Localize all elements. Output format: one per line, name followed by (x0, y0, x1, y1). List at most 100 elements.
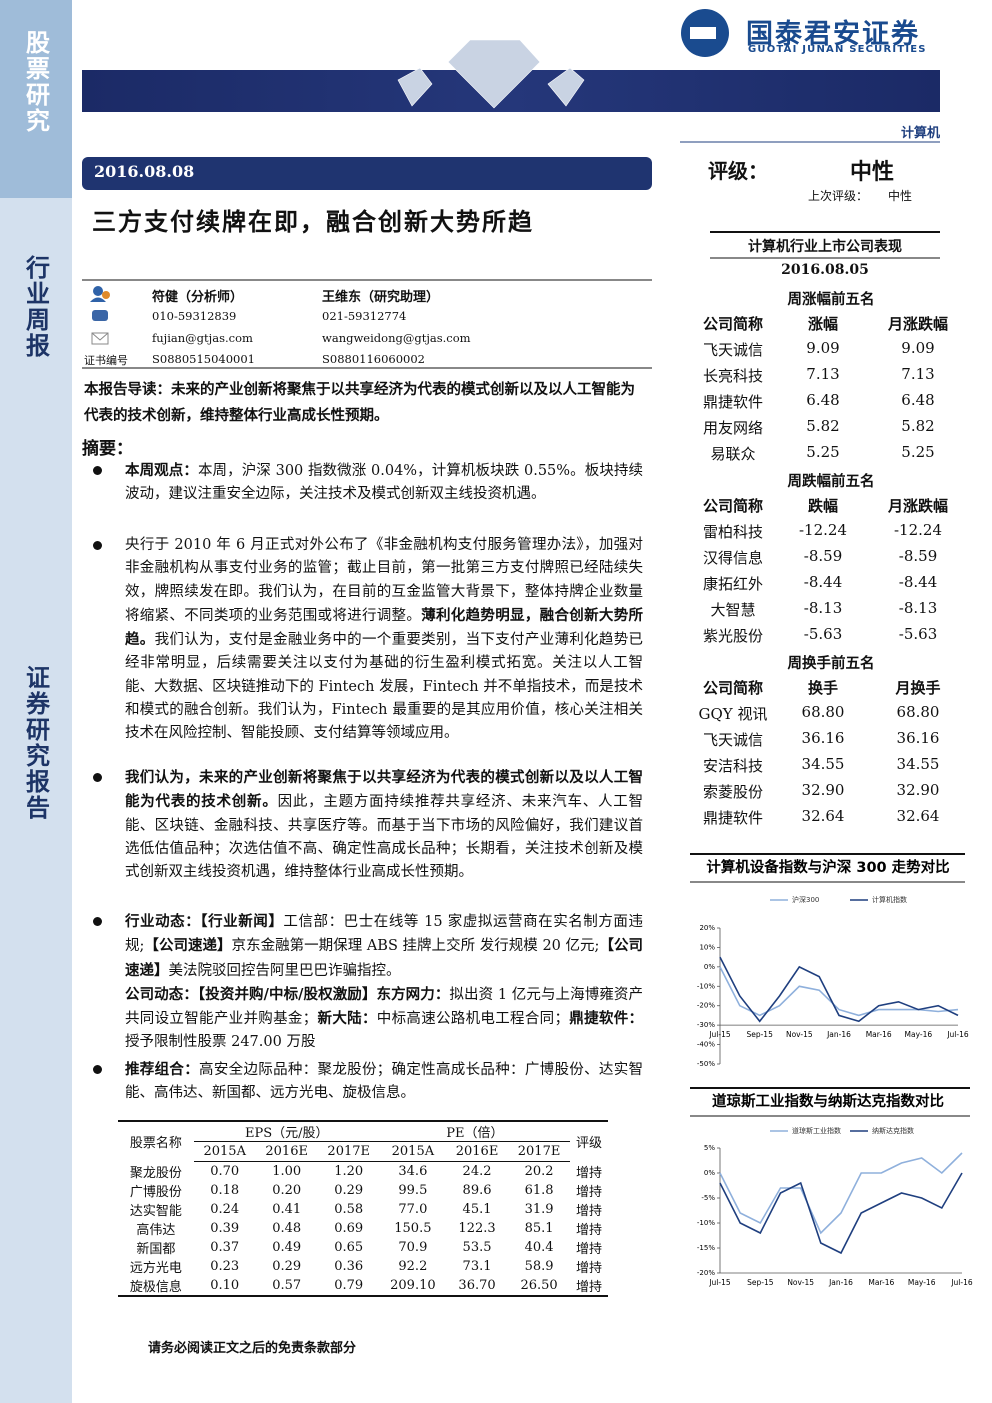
table-cell: 9.09 (901, 339, 935, 357)
y-tick-label: 0% (704, 963, 715, 971)
table-cell: 0.65 (334, 1240, 364, 1255)
table-cell: 高伟达 (136, 1223, 176, 1238)
y-tick-label: -40% (697, 1041, 715, 1049)
header-row: 2015A 2016E 2017E 2015A 2016E 2017E (118, 1141, 608, 1162)
table-cell: 68.80 (801, 703, 845, 721)
table-cell: 0.57 (272, 1278, 302, 1293)
table-cell: 易联众 (710, 445, 756, 463)
table-cell: GQY 视讯 (698, 705, 768, 723)
bold-text: 公司动态：【投资并购/中标/股权激励】东方网力： (125, 985, 450, 1003)
paragraph: 央行于 2010 年 6 月正式对外公布了《非金融机构支付服务管理办法》，加强对… (125, 534, 643, 746)
table-cell: 增持 (576, 1280, 603, 1295)
table-cell: 0.36 (334, 1259, 364, 1274)
table-cell: -5.63 (803, 625, 843, 643)
legend-label: 沪深300 (792, 895, 819, 904)
bold-text: 【公司速递】 (125, 937, 644, 979)
paragraph: 推荐组合：高安全边际品种：聚龙股份；确定性高成长品种：广博股份、达实智能、高伟达… (125, 1058, 643, 1106)
table-cell: 32.64 (896, 807, 940, 825)
table-cell: -8.59 (803, 547, 843, 565)
rating-value: 中性 (850, 159, 895, 185)
column-header: 涨幅 (807, 315, 839, 333)
table-cell: 24.2 (462, 1164, 492, 1179)
cert-number: S0880515040001 (152, 352, 255, 366)
table-cell: 增持 (576, 1165, 603, 1181)
table-cell: 36.16 (896, 729, 940, 747)
table-cell: 0.48 (272, 1221, 302, 1236)
sidebar-block: 股票研究 (0, 30, 72, 134)
table-cell: 6.48 (806, 391, 840, 409)
bullet: 央行于 2010 年 6 月正式对外公布了《非金融机构支付服务管理办法》，加强对… (125, 534, 643, 746)
bullet-dot (93, 917, 102, 926)
x-tick-label: Jul-15 (708, 1278, 731, 1287)
table-cell: 0.18 (210, 1183, 240, 1198)
x-tick-label: Jan-16 (826, 1030, 851, 1039)
table-cell: 0.58 (334, 1202, 364, 1217)
x-tick-label: Jul-16 (950, 1278, 973, 1287)
table-header: 股票名称 (129, 1136, 182, 1152)
table-cell: -8.13 (803, 599, 843, 617)
x-tick-label: Jul-16 (946, 1030, 969, 1039)
header-bar (82, 70, 940, 112)
table-cell: 0.37 (210, 1240, 240, 1255)
sidebar-label: 行业周报 (21, 255, 51, 359)
column-header: 跌幅 (807, 497, 839, 515)
table-cell: 达实智能 (129, 1204, 182, 1219)
paragraph: 行业动态：【行业新闻】工信部：巴士在线等 15 家虚拟运营商在实名制方面违规;【… (125, 910, 643, 983)
company-name: 国泰君安证券 (746, 19, 920, 50)
paragraph: 我们认为，未来的产业创新将聚焦于以共享经济为代表的模式创新以及以人工智能为代表的… (125, 766, 643, 884)
y-tick-label: -10% (697, 982, 715, 990)
column-header: 换手 (807, 679, 839, 697)
analyst-info: 021-59312774 (322, 309, 407, 323)
table-cell: 增持 (576, 1261, 603, 1276)
legend-label: 道琼斯工业指数 (792, 1126, 841, 1135)
text: 因此，主题方面持续推荐共享经济、未来汽车、人工智能、区块链、金融科技、共享医疗等… (125, 794, 644, 881)
bold-text: 行业动态：【行业新闻】 (125, 913, 284, 930)
analyst-info: 王维东（研究助理） (322, 290, 440, 305)
report-title: 三方支付续牌在即，融合创新大势所趋 (92, 207, 534, 236)
table-cell: 旋极信息 (129, 1280, 182, 1295)
table-cell: 89.6 (462, 1183, 492, 1198)
y-tick-label: 20% (699, 924, 715, 932)
analyst-info: fujian@gtjas.com (152, 331, 253, 345)
cert-label: 证书编号 (84, 354, 128, 367)
cell: 计算机行业上市公司表现 (748, 239, 902, 255)
table-cell: 康拓红外 (702, 575, 764, 593)
table-header: 2017E (508, 1141, 571, 1162)
legend-label: 计算机指数 (872, 895, 907, 904)
table-row: 聚龙股份 0.70 1.00 1.20 34.6 24.2 20.2 增持 (118, 1162, 608, 1182)
data-line (719, 1152, 963, 1235)
sidebar-label: 证券研究报告 (21, 665, 51, 821)
bullet: 我们认为，未来的产业创新将聚焦于以共享经济为代表的模式创新以及以人工智能为代表的… (125, 766, 643, 884)
cert-number: S0880116060002 (322, 352, 425, 366)
bold-text: 本报告导读： (84, 381, 171, 398)
table-cell: 6.48 (901, 391, 935, 409)
table-cell: 5.82 (806, 417, 840, 435)
report-date: 2016.08.08 (94, 162, 195, 181)
table-cell: 26.50 (520, 1278, 558, 1293)
bullet: 行业动态：【行业新闻】工信部：巴士在线等 15 家虚拟运营商在实名制方面违规;【… (125, 910, 643, 1055)
table-cell: 1.00 (272, 1164, 302, 1179)
bold-text: 鼎捷软件： (568, 1010, 644, 1028)
table-cell: 0.70 (210, 1164, 240, 1179)
table-cell: -5.63 (898, 625, 938, 643)
table-header: PE（倍） (446, 1126, 504, 1141)
table-row: 远方光电 0.23 0.29 0.36 92.2 73.1 58.9 增持 (118, 1257, 608, 1276)
table-cell: -8.44 (803, 573, 843, 591)
table-cell: 31.9 (524, 1202, 554, 1217)
table-cell: -12.24 (798, 521, 848, 539)
x-tick-label: Nov-15 (787, 1278, 814, 1287)
y-tick-label: -10% (697, 1219, 715, 1227)
table-header: 2016E (255, 1141, 318, 1162)
bold-text: 新大陆： (317, 1010, 377, 1028)
x-tick-label: Jul-15 (708, 1030, 731, 1039)
bullet-dot (93, 541, 102, 550)
paragraph: 公司动态：【投资并购/中标/股权激励】东方网力：拟出资 1 亿元与上海博雍资产共… (125, 983, 643, 1055)
table-cell: 0.10 (210, 1278, 240, 1293)
y-tick-label: -5% (701, 1194, 715, 1202)
table-cell: -8.59 (898, 547, 938, 565)
bold-text: 【公司速递】 (144, 937, 232, 955)
legend-label: 纳斯达克指数 (872, 1126, 914, 1135)
sector: 计算机 (900, 126, 940, 141)
contact-icons (90, 286, 110, 345)
table-cell: 5.25 (901, 443, 935, 461)
